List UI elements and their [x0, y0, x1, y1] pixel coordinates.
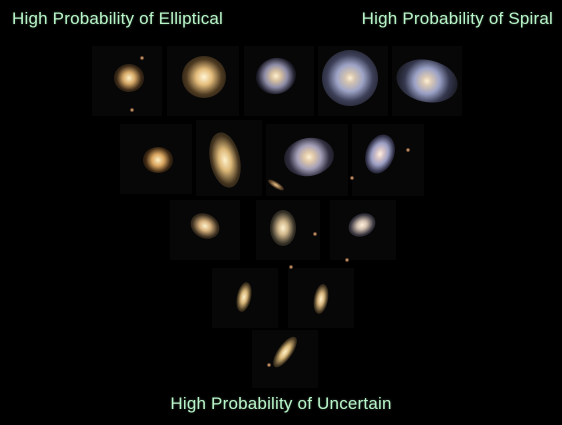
field-star: [406, 148, 410, 152]
field-star: [140, 56, 144, 60]
field-star: [130, 108, 134, 112]
elliptical-galaxy: [114, 64, 144, 92]
field-star: [267, 363, 271, 367]
galaxy: [270, 210, 296, 246]
spiral-label: High Probability of Spiral: [361, 9, 553, 28]
elliptical-galaxy: [182, 56, 226, 98]
elliptical-galaxy: [143, 147, 173, 173]
uncertain-label: High Probability of Uncertain: [170, 394, 392, 413]
field-star: [313, 232, 317, 236]
field-star: [345, 258, 349, 262]
elliptical-label: High Probability of Elliptical: [12, 9, 224, 28]
field-star: [289, 265, 293, 269]
field-star: [350, 176, 354, 180]
spiral-galaxy: [322, 50, 378, 106]
